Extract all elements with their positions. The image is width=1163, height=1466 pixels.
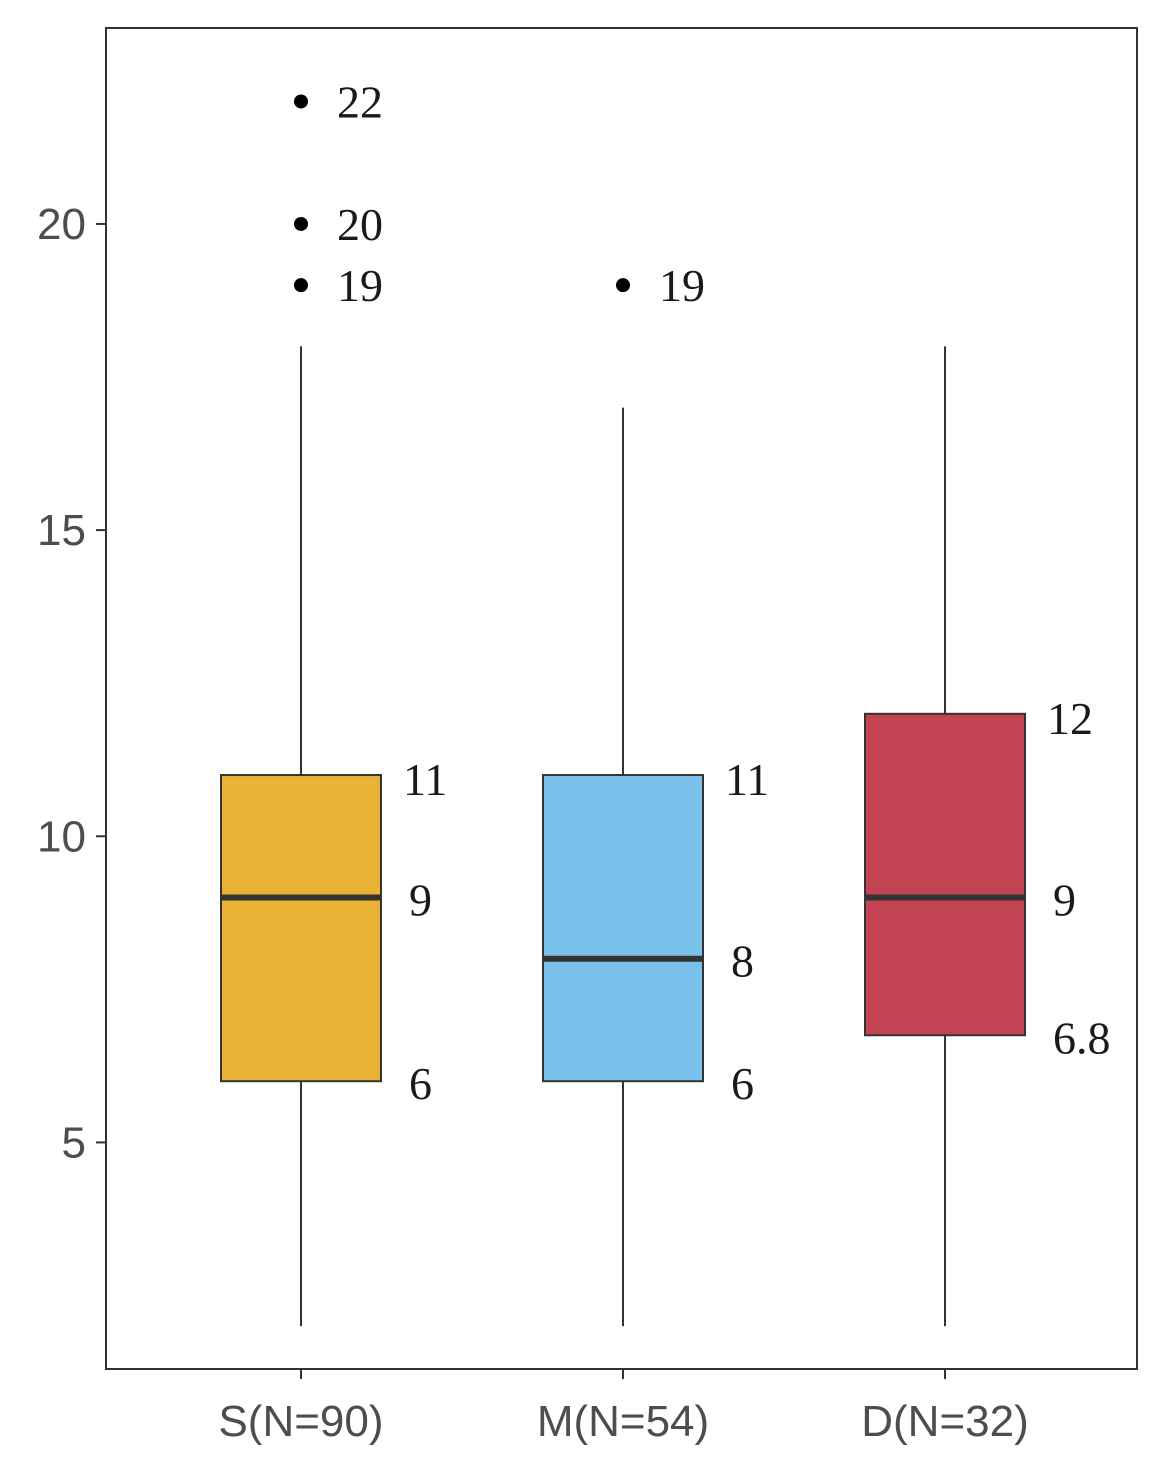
q3-label: 11 — [725, 754, 769, 805]
median-label: 9 — [409, 875, 432, 926]
y-tick-label: 5 — [62, 1118, 86, 1167]
y-tick-label: 20 — [37, 200, 86, 249]
plot-panel — [105, 27, 1138, 1370]
y-axis: 5 10 15 20 — [37, 200, 106, 1167]
median-label: 8 — [731, 936, 754, 987]
x-category-label: M(N=54) — [537, 1397, 709, 1446]
median-label: 9 — [1053, 875, 1076, 926]
box-group: 12 9 6.8 — [864, 346, 1111, 1327]
iqr-box — [220, 774, 382, 1083]
outlier-point — [616, 278, 630, 293]
outlier-label: 20 — [337, 199, 383, 250]
x-category-label: D(N=32) — [861, 1397, 1029, 1446]
boxes-layer: 11 9 6 19 20 22 11 8 6 19 12 9 6.8 — [220, 76, 1111, 1327]
box-group: 11 8 6 19 — [542, 260, 769, 1327]
outlier-label: 19 — [337, 260, 383, 311]
y-tick-label: 10 — [37, 812, 86, 861]
q1-label: 6.8 — [1053, 1012, 1111, 1063]
y-tick-label: 15 — [37, 506, 86, 555]
x-axis: S(N=90) M(N=54) D(N=32) — [218, 1369, 1029, 1446]
box-group: 11 9 6 19 20 22 — [220, 76, 447, 1327]
x-category-label: S(N=90) — [218, 1397, 383, 1446]
outlier-label: 19 — [659, 260, 705, 311]
q3-label: 11 — [403, 754, 447, 805]
outlier-point — [294, 94, 308, 109]
outlier-label: 22 — [337, 76, 383, 127]
outlier-point — [294, 278, 308, 293]
iqr-box — [864, 712, 1026, 1037]
q3-label: 12 — [1047, 693, 1093, 744]
q1-label: 6 — [409, 1058, 432, 1109]
q1-label: 6 — [731, 1058, 754, 1109]
iqr-box — [542, 774, 704, 1083]
outlier-point — [294, 216, 308, 231]
